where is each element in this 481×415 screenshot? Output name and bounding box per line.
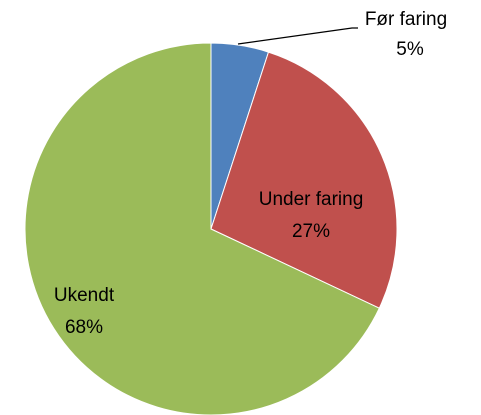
value-label: 68% bbox=[65, 317, 103, 338]
category-label: Ukendt bbox=[54, 285, 115, 306]
pie-slice bbox=[210, 51, 398, 309]
pie-slice bbox=[24, 42, 380, 415]
value-label: 27% bbox=[292, 221, 330, 242]
leader-line bbox=[237, 27, 358, 45]
value-label: 5% bbox=[396, 39, 424, 60]
category-label: Under faring bbox=[259, 189, 364, 210]
category-label: Før faring bbox=[365, 9, 447, 30]
